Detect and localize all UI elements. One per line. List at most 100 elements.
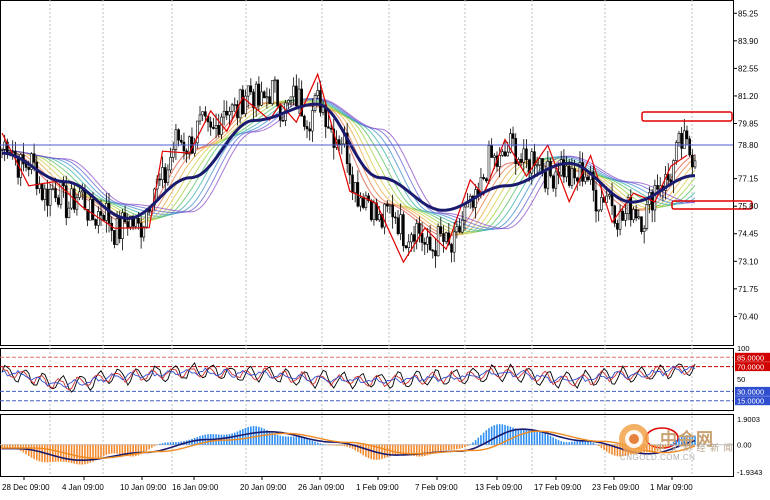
macd-histogram-bar xyxy=(595,444,597,445)
candle-body xyxy=(212,126,215,129)
macd-histogram-bar xyxy=(332,444,335,446)
candle-body xyxy=(677,133,681,143)
price-tick-label: 82.55 xyxy=(738,64,759,73)
candle-body xyxy=(514,138,518,165)
macd-histogram-bar xyxy=(461,444,464,449)
rsi-level-badge xyxy=(735,352,770,362)
macd-histogram-bar xyxy=(549,435,552,445)
candle-body xyxy=(198,114,202,122)
macd-histogram-bar xyxy=(97,444,100,459)
candle-body xyxy=(214,124,218,129)
candle-body xyxy=(610,194,614,207)
macd-histogram-bar xyxy=(180,441,183,445)
candle-body xyxy=(634,209,638,219)
time-label: 1 Mar 09:00 xyxy=(650,483,693,492)
macd-histogram-bar xyxy=(266,430,268,445)
macd-histogram-bar xyxy=(496,424,498,445)
rsi-tick-label: 70.0000 xyxy=(737,363,764,372)
macd-histogram-bar xyxy=(469,444,472,445)
candle-body xyxy=(605,195,609,203)
macd-histogram-bar xyxy=(530,430,533,445)
macd-histogram-bar xyxy=(589,441,592,445)
macd-histogram-bar xyxy=(298,436,300,445)
macd-histogram-bar xyxy=(159,443,161,445)
macd-histogram-bar xyxy=(493,425,496,445)
panel-frame xyxy=(0,414,734,477)
candle-body xyxy=(693,160,697,168)
time-label: 17 Feb 09:00 xyxy=(534,483,582,492)
candle-body xyxy=(177,129,180,141)
candle-body xyxy=(597,209,600,212)
candle-body xyxy=(102,215,105,221)
candle-body xyxy=(656,185,659,190)
candle-body xyxy=(3,141,6,150)
candle-body xyxy=(412,234,416,242)
macd-histogram-bar xyxy=(148,444,150,450)
time-label: 1 Feb 09:00 xyxy=(356,483,399,492)
candle-body xyxy=(567,165,571,186)
candle-body xyxy=(613,205,617,224)
candle-body xyxy=(273,79,277,82)
price-tick-label: 79.85 xyxy=(738,120,759,129)
candle-body xyxy=(289,96,293,101)
macd-histogram-bar xyxy=(54,444,57,462)
macd-histogram-bar xyxy=(418,444,421,457)
macd-histogram-bar xyxy=(565,442,568,445)
candle-body xyxy=(311,110,314,132)
candle-body xyxy=(431,249,435,252)
candle-body xyxy=(40,183,44,200)
candle-body xyxy=(353,182,357,193)
macd-histogram-bar xyxy=(621,444,624,457)
macd-histogram-bar xyxy=(236,431,239,445)
candle-body xyxy=(19,154,23,178)
time-label: 16 Jan 09:00 xyxy=(172,483,219,492)
macd-signal-line xyxy=(2,430,696,459)
macd-histogram-bar xyxy=(279,435,282,445)
macd-histogram-bar xyxy=(167,442,169,445)
candle-body xyxy=(252,91,255,109)
macd-histogram-bar xyxy=(688,434,691,445)
candle-body xyxy=(126,221,130,228)
macd-histogram-bar xyxy=(450,444,453,450)
candle-body xyxy=(519,159,523,163)
candle-body xyxy=(166,169,170,183)
candle-body xyxy=(506,151,510,157)
macd-histogram-bar xyxy=(512,427,514,445)
macd-histogram-bar xyxy=(105,444,108,455)
candle-body xyxy=(51,188,55,190)
candle-body xyxy=(129,215,132,228)
rsi-level-badge xyxy=(735,396,770,406)
candle-body xyxy=(163,167,167,183)
candle-body xyxy=(535,164,539,167)
macd-histogram-bar xyxy=(394,444,397,455)
macd-histogram-bar xyxy=(3,444,6,449)
candle-body xyxy=(490,145,493,158)
watermark-url: CNGOLD.COM.CN xyxy=(620,453,696,462)
macd-histogram-bar xyxy=(118,444,121,455)
macd-histogram-bar xyxy=(172,442,175,445)
candle-body xyxy=(608,194,611,197)
candle-body xyxy=(685,130,689,140)
macd-histogram-bar xyxy=(145,444,148,452)
macd-histogram-bar xyxy=(464,444,466,448)
candle-body xyxy=(107,203,111,224)
time-label: 13 Feb 09:00 xyxy=(475,483,523,492)
macd-histogram-bar xyxy=(485,430,488,445)
macd-histogram-bar xyxy=(490,426,493,445)
candle-body xyxy=(319,90,322,113)
rsi-level-badge xyxy=(735,386,770,396)
candle-body xyxy=(0,149,4,151)
macd-histogram-bar xyxy=(30,444,33,458)
macd-histogram-bar xyxy=(252,426,255,445)
macd-histogram-bar xyxy=(525,429,528,445)
candle-body xyxy=(297,88,301,107)
macd-histogram-bar xyxy=(300,437,303,445)
candle-body xyxy=(67,207,71,218)
macd-histogram-bar xyxy=(295,436,298,445)
macd-histogram-bar xyxy=(571,441,573,445)
candle-body xyxy=(372,202,376,220)
candle-body xyxy=(59,180,63,205)
candle-body xyxy=(32,153,36,163)
